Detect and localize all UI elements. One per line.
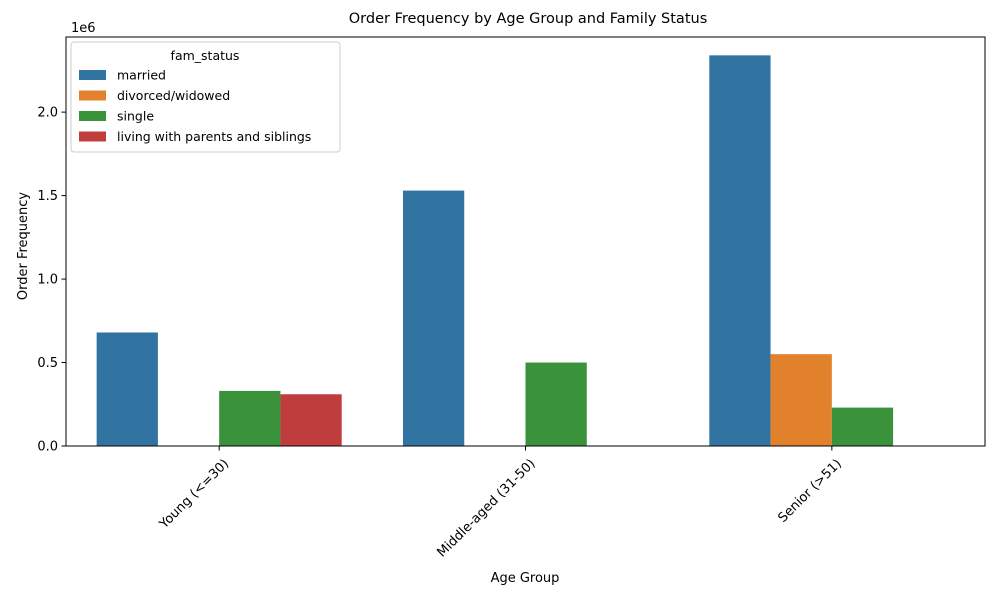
legend-swatch	[79, 131, 106, 142]
y-tick-label: 1.0	[37, 273, 58, 288]
x-tick-label: Middle-aged (31-50)	[434, 456, 538, 560]
legend-frame	[70, 41, 341, 153]
legend-label: divorced/widowed	[117, 88, 230, 103]
x-ticks-group: Young (<=30) Middle-aged (31-50) Senior (>…	[156, 446, 845, 560]
bar-married-0	[96, 332, 158, 446]
y-tick-label: 0.5	[37, 356, 58, 371]
chart-title: Order Frequency by Age Group and Family …	[349, 11, 708, 27]
y-tick-label: 0.0	[37, 440, 58, 455]
x-tick-label: Young (<=30)	[156, 456, 232, 532]
bar-married-1	[402, 190, 465, 446]
x-tick-label: Senior (>51)	[775, 456, 844, 525]
legend-label: living with parents and siblings	[117, 129, 311, 144]
bar-single-1	[525, 362, 587, 446]
legend-title: fam_status	[171, 48, 240, 63]
y-tick-label: 1.5	[37, 189, 58, 204]
bar-married-2	[709, 55, 771, 447]
bar-single-2	[831, 407, 894, 446]
y-tick-label: 2.0	[37, 106, 58, 121]
x-axis-label: Age Group	[491, 571, 560, 586]
bar-living-with-parents-and-siblings-0	[280, 394, 342, 446]
legend-swatch	[79, 70, 106, 80]
legend-label: married	[117, 68, 166, 83]
legend-label: single	[117, 109, 154, 124]
legend-swatch	[79, 90, 106, 101]
bars-group	[96, 55, 894, 447]
bar-divorced-widowed-2	[770, 354, 832, 446]
legend: fam_status married divorced/widowed single…	[70, 41, 341, 153]
y-scale-note: 1e6	[71, 21, 96, 36]
legend-swatch	[79, 111, 106, 121]
bar-single-0	[219, 390, 281, 446]
legend-items: married divorced/widowed single living with…	[79, 68, 311, 144]
y-ticks-group: 0.0 0.5 1.0 1.5 2.0	[37, 106, 66, 455]
y-axis-label: Order Frequency	[16, 192, 31, 301]
